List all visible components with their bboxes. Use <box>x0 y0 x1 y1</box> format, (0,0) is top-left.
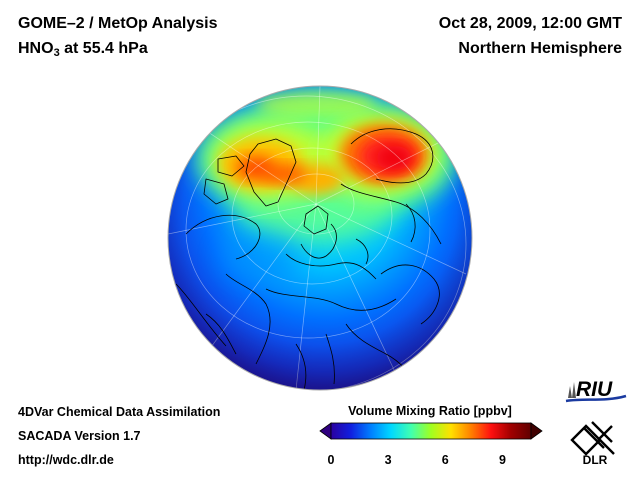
colorbar-gradient <box>330 422 532 440</box>
datetime-label: Oct 28, 2009, 12:00 GMT <box>438 15 622 32</box>
dlr-logo: DLR <box>570 421 615 466</box>
colorbar-tick-label: 0 <box>327 453 335 467</box>
title-line-1: GOME–2 / MetOp Analysis <box>18 15 218 32</box>
title-line-2: HNO3 at 55.4 hPa <box>18 39 217 59</box>
svg-text:RIU: RIU <box>576 378 613 401</box>
footer-info: 4DVar Chemical Data Assimilation SACADA … <box>18 404 220 476</box>
colorbar-tick-label: 6 <box>441 453 449 467</box>
colorbar-min-arrow <box>319 422 332 440</box>
method-label: 4DVar Chemical Data Assimilation <box>18 405 221 419</box>
species-suffix: at 55.4 hPa <box>59 40 148 57</box>
globe-map <box>167 85 473 391</box>
map-title: GOME–2 / MetOp Analysis HNO3 at 55.4 hPa <box>18 14 217 59</box>
species-prefix: HNO <box>18 40 54 57</box>
map-subtitle: Oct 28, 2009, 12:00 GMT Northern Hemisph… <box>439 14 622 59</box>
riu-logo: RIU <box>565 378 627 403</box>
region-label: Northern Hemisphere <box>458 40 622 57</box>
colorbar-tick-label: 9 <box>498 453 506 467</box>
species-subscript: 3 <box>53 47 60 59</box>
dlr-logo-text: DLR <box>583 453 608 466</box>
colorbar-tick-label: 3 <box>384 453 392 467</box>
version-label: SACADA Version 1.7 <box>18 429 141 443</box>
website-link[interactable]: http://wdc.dlr.de <box>18 453 114 467</box>
colorbar <box>319 422 543 440</box>
colorbar-max-arrow <box>530 422 543 440</box>
colorbar-title: Volume Mixing Ratio [ppbv] <box>348 404 512 418</box>
